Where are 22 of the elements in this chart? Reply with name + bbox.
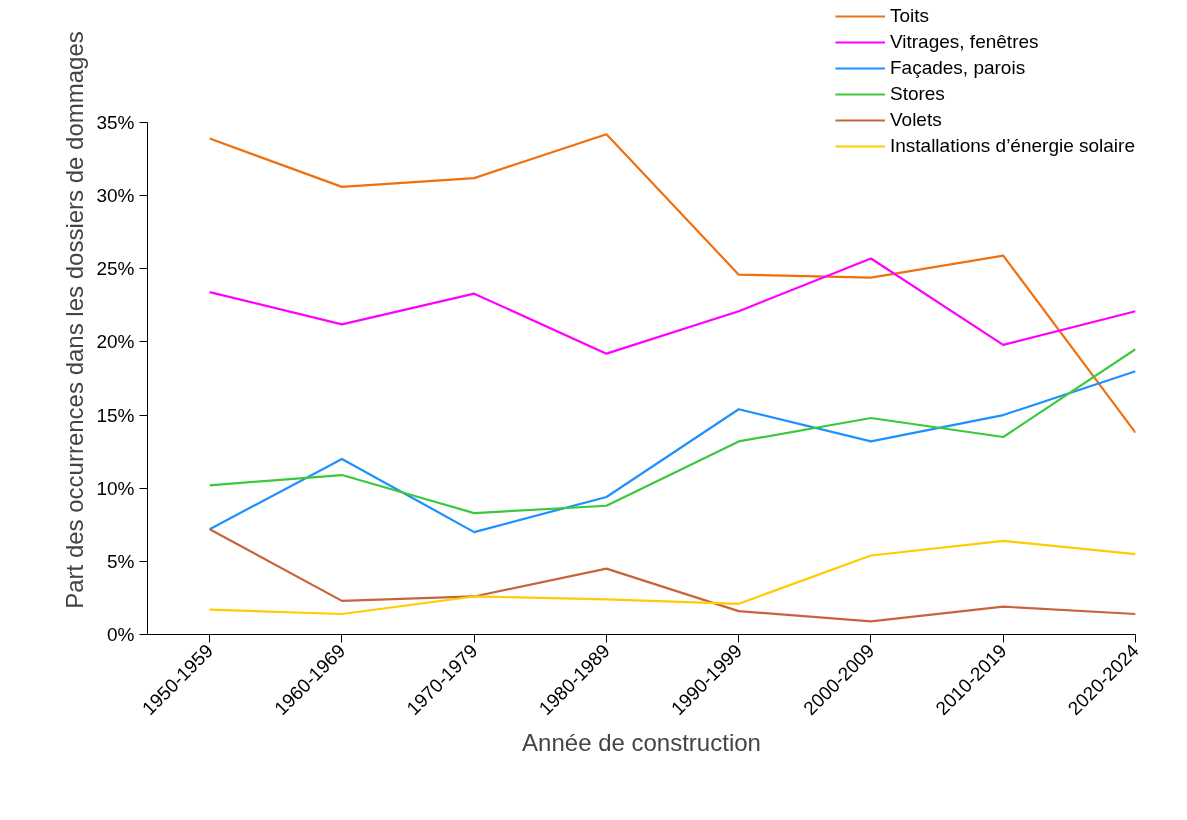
- legend-label: Vitrages, fenêtres: [889, 31, 1039, 53]
- y-tick-label: 30%: [96, 185, 135, 207]
- legend-label: Façades, parois: [889, 57, 1026, 79]
- y-tick-label: 10%: [96, 477, 135, 499]
- legend-label: Stores: [889, 83, 945, 105]
- y-tick-label: 25%: [96, 258, 135, 280]
- line-series: [208, 539, 1136, 616]
- line-series: [208, 370, 1136, 534]
- line-series: [208, 348, 1136, 515]
- line-series: [208, 133, 1136, 434]
- x-axis-title: Année de construction: [522, 728, 761, 756]
- legend-label: Volets: [889, 109, 942, 131]
- y-tick-label: 20%: [96, 331, 135, 353]
- y-axis-title: Part des occurrences dans les dossiers de dommages: [61, 31, 89, 609]
- y-tick-label: 15%: [96, 404, 135, 426]
- line-series: [208, 528, 1136, 623]
- legend-label: Installations d’énergie solaire: [889, 135, 1135, 157]
- y-tick-label: 35%: [96, 112, 135, 133]
- line-series: [208, 257, 1136, 355]
- y-tick-label: 5%: [107, 550, 135, 572]
- y-tick-label: 0%: [107, 624, 135, 645]
- legend-label: Toits: [889, 5, 930, 27]
